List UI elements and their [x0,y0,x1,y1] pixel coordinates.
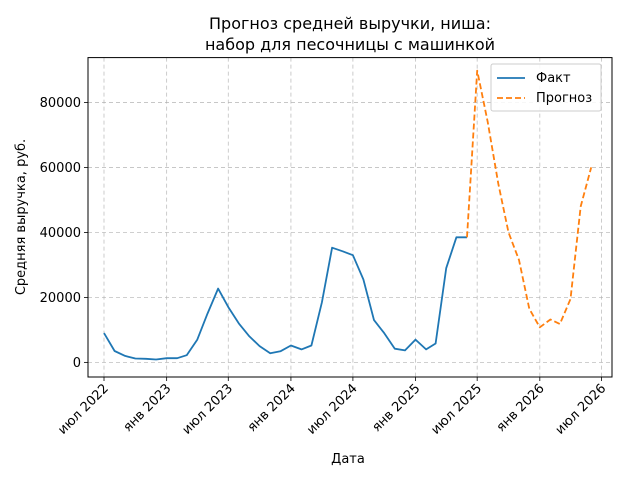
data-point-forecast [485,119,490,124]
chart-title-line-1: Прогноз средней выручки, ниша: [209,14,491,33]
data-point-fact [350,253,355,258]
data-point-fact [392,346,397,351]
data-point-fact [413,337,418,342]
y-tick-label: 0 [73,356,81,371]
data-point-forecast [578,204,583,209]
y-axis: 0 20000 40000 60000 80000 [40,96,88,371]
data-point-fact [102,331,107,336]
x-axis-label: Дата [331,452,365,467]
data-point-forecast [568,297,573,302]
data-point-forecast [548,317,553,322]
data-point-forecast [557,322,562,327]
data-point-fact [257,344,262,349]
data-point-fact [424,347,429,352]
data-point-fact [382,331,387,336]
data-point-fact [195,337,200,342]
data-point-fact [278,349,283,354]
data-point-fact [154,357,159,362]
data-point-fact [309,343,314,348]
series-line-forecast [466,69,593,329]
legend: Факт Прогноз [490,63,602,112]
chart-title-line-2: набор для песочницы с машинкой [205,35,495,54]
y-tick-label: 20000 [40,291,81,306]
data-point-forecast [464,235,469,240]
data-point-fact [247,334,252,339]
data-point-fact [205,311,210,316]
data-point-fact [433,341,438,346]
data-point-forecast [475,68,480,73]
data-point-fact [372,318,377,323]
data-point-fact [319,300,324,305]
data-point-fact [288,343,293,348]
data-point-fact [361,277,366,282]
data-point-fact [216,286,221,291]
data-point-fact [454,235,459,240]
data-point-fact [164,356,169,361]
data-point-fact [402,348,407,353]
data-point-fact [123,353,128,358]
data-point-fact [330,245,335,250]
series-line-fact [103,236,467,361]
data-point-fact [444,266,449,271]
y-tick-label: 80000 [40,96,81,111]
data-point-fact [299,347,304,352]
data-point-forecast [517,258,522,263]
data-point-forecast [496,181,501,186]
data-point-forecast [537,325,542,330]
y-tick-label: 40000 [40,226,81,241]
data-point-fact [268,351,273,356]
plot-area-frame [87,57,613,378]
legend-label-fact: Факт [536,71,571,86]
data-point-fact [112,349,117,354]
grid [88,57,612,377]
data-point-fact [184,353,189,358]
series-layer [102,68,594,362]
legend-label-forecast: Прогноз [536,91,592,106]
data-point-forecast [506,230,511,235]
legend-box [490,63,602,112]
data-point-forecast [589,165,594,170]
data-point-fact [236,321,241,326]
data-point-fact [226,305,231,310]
data-point-fact [143,356,148,361]
data-point-fact [340,249,345,254]
data-point-fact [133,356,138,361]
y-tick-label: 60000 [40,161,81,176]
data-point-forecast [527,306,532,311]
data-point-fact [175,356,180,361]
y-axis-label: Средняя выручка, руб. [14,139,29,295]
